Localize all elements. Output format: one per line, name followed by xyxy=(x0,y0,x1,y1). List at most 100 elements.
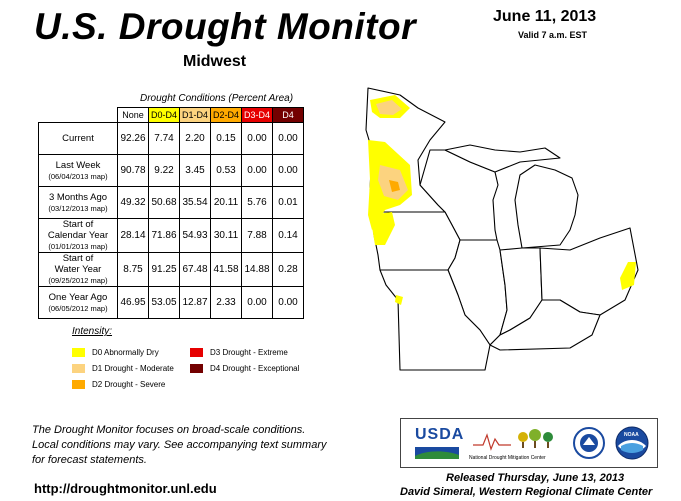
table-cell: 9.22 xyxy=(148,154,180,187)
table-title: Drought Conditions (Percent Area) xyxy=(140,93,294,104)
map-date: June 11, 2013 xyxy=(493,8,597,25)
row-label-line: One Year Ago xyxy=(48,291,108,303)
drought-conditions-table: None D0-D4 D1-D4 D2-D4 D3-D4 D4 Current 92.26 7… xyxy=(38,107,304,319)
release-info: Released Thursday, June 13, 2013 xyxy=(446,472,625,484)
legend-item-d2: D2 Drought - Severe xyxy=(72,380,165,389)
drought-d0-ohio-east xyxy=(620,262,636,290)
row-label-line: Start of xyxy=(62,219,94,230)
drought-d1-northwest-mn xyxy=(376,100,402,115)
legend-item-d1: D1 Drought - Moderate xyxy=(72,364,174,373)
ndmc-logo-icon xyxy=(473,429,553,451)
row-label-line: Last Week xyxy=(55,159,101,171)
table-row: One Year Ago (06/05/2012 map) 46.95 53.05 12… xyxy=(38,286,304,319)
row-label-line: 3 Months Ago xyxy=(48,191,108,203)
table-cell: 3.45 xyxy=(179,154,211,187)
table-row: Start of Water Year (09/25/2012 map) 8.75 91… xyxy=(38,252,304,287)
drought-d0-missouri-nw xyxy=(395,295,403,305)
midwest-map xyxy=(365,87,639,371)
usda-stripe-icon xyxy=(415,447,459,459)
footnote: The Drought Monitor focuses on broad-sca… xyxy=(32,423,352,468)
column-header-d3-d4: D3-D4 xyxy=(241,107,273,123)
table-cell: 0.00 xyxy=(241,286,273,319)
table-cell: 50.68 xyxy=(148,186,180,219)
usda-logo: USDA xyxy=(415,426,465,443)
row-label: Current xyxy=(38,122,118,155)
table-cell: 0.28 xyxy=(272,252,304,287)
legend-label-d4: D4 Drought - Exceptional xyxy=(210,364,300,373)
table-cell: 2.20 xyxy=(179,122,211,155)
table-cell: 54.93 xyxy=(179,218,211,253)
table-cell: 0.00 xyxy=(241,154,273,187)
table-cell: 46.95 xyxy=(117,286,149,319)
table-cell: 8.75 xyxy=(117,252,149,287)
row-label-line: (01/01/2013 map) xyxy=(48,242,108,251)
legend-swatch-d0 xyxy=(72,348,85,357)
legend-swatch-d1 xyxy=(72,364,85,373)
column-header-d1-d4: D1-D4 xyxy=(179,107,211,123)
table-row: Start of Calendar Year (01/01/2013 map) 28.… xyxy=(38,218,304,253)
row-label-line: (06/04/2013 map) xyxy=(48,171,108,181)
region-name: Midwest xyxy=(183,53,247,70)
legend-swatch-d2 xyxy=(72,380,85,389)
noaa-logo-text: NOAA xyxy=(624,432,639,438)
table-cell: 0.53 xyxy=(210,154,242,187)
drought-d0-sw-mn-iowa xyxy=(370,212,395,245)
legend-item-d3: D3 Drought - Extreme xyxy=(190,348,288,357)
table-cell: 71.86 xyxy=(148,218,180,253)
table-row: 3 Months Ago (03/12/2013 map) 49.32 50.68 35… xyxy=(38,186,304,219)
noaa-logo-icon xyxy=(615,426,649,460)
state-michigan-upper xyxy=(444,144,561,173)
table-cell: 5.76 xyxy=(241,186,273,219)
table-cell: 28.14 xyxy=(117,218,149,253)
table-row: Last Week (06/04/2013 map) 90.78 9.22 3.45 0.… xyxy=(38,154,304,187)
table-corner xyxy=(39,108,118,123)
table-cell: 12.87 xyxy=(179,286,211,319)
table-cell: 30.11 xyxy=(210,218,242,253)
table-cell: 0.15 xyxy=(210,122,242,155)
legend-swatch-d3 xyxy=(190,348,203,357)
partner-logos: USDA National Drought Mitigation Center … xyxy=(400,418,658,468)
row-label-line: Calendar Year xyxy=(47,230,109,241)
legend-title: Intensity: xyxy=(72,326,113,337)
table-cell: 7.88 xyxy=(241,218,273,253)
row-label-line: Current xyxy=(62,133,94,144)
row-label: Last Week (06/04/2013 map) xyxy=(38,154,118,187)
table-cell: 0.00 xyxy=(272,122,304,155)
table-cell: 41.58 xyxy=(210,252,242,287)
footnote-line-2: Local conditions may vary. See accompany… xyxy=(32,439,327,451)
legend-label-d3: D3 Drought - Extreme xyxy=(210,348,288,357)
valid-time: Valid 7 a.m. EST xyxy=(518,30,588,40)
table-cell: 0.01 xyxy=(272,186,304,219)
table-cell: 92.26 xyxy=(117,122,149,155)
table-cell: 14.88 xyxy=(241,252,273,287)
table-cell: 49.32 xyxy=(117,186,149,219)
row-label-line: (09/25/2012 map) xyxy=(48,276,108,285)
legend-label-d0: D0 Abnormally Dry xyxy=(92,348,159,357)
author-credit: David Simeral, Western Regional Climate … xyxy=(400,486,653,498)
legend-swatch-d4 xyxy=(190,364,203,373)
legend-label-d1: D1 Drought - Moderate xyxy=(92,364,174,373)
table-cell: 0.14 xyxy=(272,218,304,253)
row-label: Start of Water Year (09/25/2012 map) xyxy=(38,252,118,287)
doc-seal-icon xyxy=(573,427,605,459)
column-header-d4: D4 xyxy=(272,107,304,123)
website-url: http://droughtmonitor.unl.edu xyxy=(34,481,217,496)
legend-item-d4: D4 Drought - Exceptional xyxy=(190,364,299,373)
column-header-d2-d4: D2-D4 xyxy=(210,107,242,123)
state-michigan-lower xyxy=(514,164,579,249)
table-row: Current 92.26 7.74 2.20 0.15 0.00 0.00 xyxy=(38,122,304,155)
column-header-d0-d4: D0-D4 xyxy=(148,107,180,123)
row-label-line: Water Year xyxy=(54,264,102,275)
drought-d2-western-mn xyxy=(389,180,400,192)
table-cell: 53.05 xyxy=(148,286,180,319)
row-label: One Year Ago (06/05/2012 map) xyxy=(38,286,118,319)
legend-label-d2: D2 Drought - Severe xyxy=(92,380,166,389)
table-cell: 67.48 xyxy=(179,252,211,287)
row-label-line: Start of xyxy=(62,253,94,264)
legend-item-d0: D0 Abnormally Dry xyxy=(72,348,159,357)
table-cell: 0.00 xyxy=(272,154,304,187)
table-cell: 20.11 xyxy=(210,186,242,219)
footnote-line-3: for forecast statements. xyxy=(32,454,147,466)
table-cell: 91.25 xyxy=(148,252,180,287)
table-cell: 7.74 xyxy=(148,122,180,155)
